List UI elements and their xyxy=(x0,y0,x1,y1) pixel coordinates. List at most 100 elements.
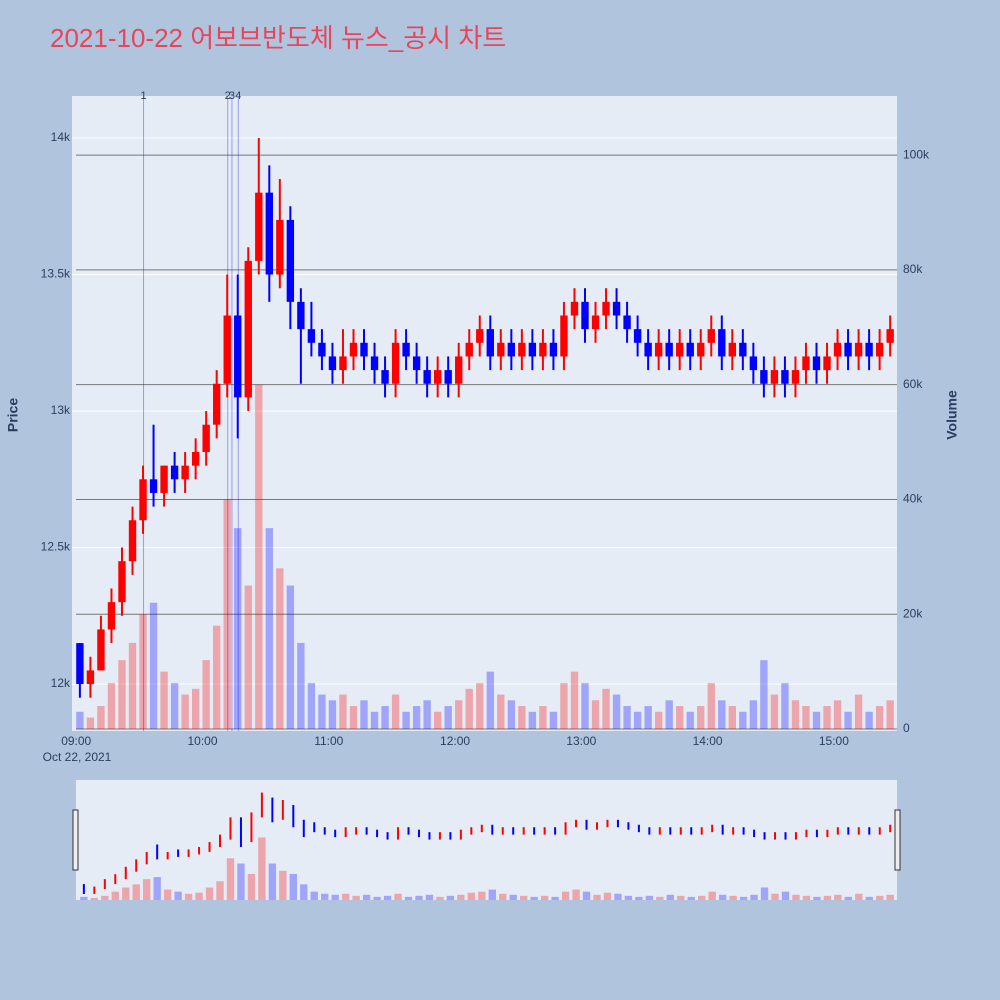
candle-body xyxy=(318,342,326,357)
candle-body xyxy=(97,629,105,671)
slider-volume xyxy=(718,894,727,900)
volume-bar xyxy=(844,711,852,729)
candle-body xyxy=(118,561,126,603)
volume-bar xyxy=(444,706,452,729)
range-handle[interactable] xyxy=(72,809,79,871)
candle-body xyxy=(381,370,389,384)
y2-tick-label: 20k xyxy=(903,606,923,620)
slider-volume xyxy=(331,894,339,900)
slider-volume xyxy=(216,881,224,900)
candle-body xyxy=(391,342,400,384)
slider-volume xyxy=(572,889,580,900)
candle-body xyxy=(360,342,368,357)
slider-volume xyxy=(844,896,853,900)
volume-bar xyxy=(560,683,568,729)
slider-volume xyxy=(184,893,193,900)
slider-volume xyxy=(341,893,350,900)
slider-volume xyxy=(394,893,402,900)
y2-tick-label: 0 xyxy=(903,721,910,735)
slider-volume xyxy=(404,896,413,900)
volume-bar xyxy=(612,694,621,729)
volume-bar xyxy=(802,706,810,729)
candle-body xyxy=(581,301,589,330)
plot-area xyxy=(72,96,897,731)
candle-body xyxy=(665,342,673,357)
volume-bar xyxy=(202,660,210,729)
volume-bar xyxy=(455,700,463,729)
candle-body xyxy=(549,342,558,357)
candle-body xyxy=(76,643,84,685)
volume-bar xyxy=(497,694,505,729)
slider-volume xyxy=(729,895,737,900)
slider-volume xyxy=(865,896,873,900)
slider-volume xyxy=(666,894,674,900)
candle-body xyxy=(223,315,231,384)
candle-body xyxy=(328,356,337,371)
slider-volume xyxy=(876,895,884,900)
candle-body xyxy=(276,219,284,275)
slider-volume xyxy=(300,884,308,900)
volume-bar xyxy=(602,688,610,729)
candle-body xyxy=(812,356,821,371)
slider-volume xyxy=(153,877,161,900)
volume-bar xyxy=(718,700,726,729)
volume-bar xyxy=(107,683,116,729)
candle-body xyxy=(570,301,579,316)
slider-volume xyxy=(195,892,203,900)
volume-bar xyxy=(223,499,231,729)
volume-bar xyxy=(255,384,263,729)
y2-tick-label: 40k xyxy=(903,492,923,506)
y-tick-label: 12.5k xyxy=(41,540,71,554)
volume-bar xyxy=(86,717,95,729)
range-handle[interactable] xyxy=(894,809,901,871)
y2-tick-label: 60k xyxy=(903,377,923,391)
volume-bar xyxy=(433,711,442,729)
x-tick-label: 12:00 xyxy=(440,734,470,748)
slider-volume xyxy=(383,895,392,900)
x-tick-label: 11:00 xyxy=(314,734,343,748)
candle-body xyxy=(602,301,610,316)
candle-body xyxy=(244,260,252,398)
slider-volume xyxy=(362,894,371,900)
candle-body xyxy=(497,342,505,357)
slider-volume xyxy=(279,870,287,900)
candle-body xyxy=(875,342,884,357)
event-label: 2 xyxy=(225,90,231,102)
x-tick-label: 15:00 xyxy=(819,734,849,748)
candle-body xyxy=(539,342,547,357)
slider-volume xyxy=(226,858,235,900)
slider-volume xyxy=(802,895,811,900)
y-tick-label: 14k xyxy=(51,130,71,144)
y-tick-label: 13k xyxy=(51,403,71,417)
volume-bar xyxy=(854,694,863,729)
candle-body xyxy=(297,301,305,330)
volume-bar xyxy=(149,602,158,729)
candle-body xyxy=(802,356,810,371)
slider-volume xyxy=(436,896,444,900)
y-axis-title: Price xyxy=(5,398,21,432)
volume-bar xyxy=(886,700,894,729)
candle-body xyxy=(433,370,442,384)
slider-volume xyxy=(750,894,758,900)
slider-volume xyxy=(111,891,119,900)
y2-axis-title: Volume xyxy=(944,390,960,440)
candle-body xyxy=(676,342,684,357)
slider-volume xyxy=(488,889,496,900)
slider-volume xyxy=(478,891,486,900)
volume-bar xyxy=(686,711,694,729)
slider-volume xyxy=(540,895,549,900)
candle-body xyxy=(423,370,431,384)
volume-bar xyxy=(128,642,137,729)
volume-bar xyxy=(665,700,673,729)
volume-bar xyxy=(118,660,126,729)
slider-volume xyxy=(855,893,863,900)
volume-bar xyxy=(570,671,579,729)
volume-bar xyxy=(476,683,484,729)
slider-volume xyxy=(467,892,476,900)
slider-volume xyxy=(101,895,109,900)
volume-bar xyxy=(318,694,326,729)
range-slider[interactable] xyxy=(76,780,897,900)
candle-body xyxy=(770,370,779,384)
candle-body xyxy=(412,356,421,371)
